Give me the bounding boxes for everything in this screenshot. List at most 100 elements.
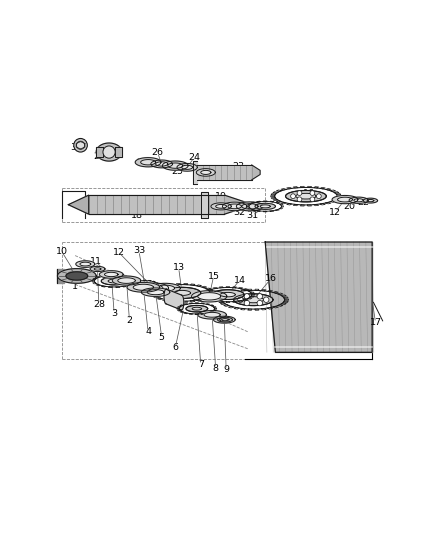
Text: 1: 1 xyxy=(72,282,78,292)
Polygon shape xyxy=(338,197,353,202)
Polygon shape xyxy=(332,196,358,204)
Circle shape xyxy=(291,194,295,199)
Polygon shape xyxy=(198,293,221,300)
Circle shape xyxy=(77,141,85,149)
Circle shape xyxy=(264,297,269,302)
Text: 32: 32 xyxy=(233,208,245,216)
Polygon shape xyxy=(201,171,211,174)
Polygon shape xyxy=(150,283,180,293)
Text: 9: 9 xyxy=(223,366,229,375)
Text: 17: 17 xyxy=(370,318,381,327)
Polygon shape xyxy=(223,202,247,211)
Polygon shape xyxy=(147,289,164,295)
Polygon shape xyxy=(243,297,264,303)
Polygon shape xyxy=(164,289,166,304)
Polygon shape xyxy=(96,147,103,157)
Polygon shape xyxy=(204,312,220,317)
Text: 26: 26 xyxy=(152,148,164,157)
Polygon shape xyxy=(182,165,193,169)
Polygon shape xyxy=(166,289,181,310)
Polygon shape xyxy=(186,305,208,312)
Polygon shape xyxy=(141,159,155,165)
Polygon shape xyxy=(127,282,159,292)
Circle shape xyxy=(310,191,315,196)
Text: 7: 7 xyxy=(198,360,204,369)
Text: 20: 20 xyxy=(344,201,356,211)
Polygon shape xyxy=(219,318,229,321)
Polygon shape xyxy=(168,163,183,168)
Polygon shape xyxy=(57,269,96,284)
Text: 18: 18 xyxy=(131,211,143,220)
Polygon shape xyxy=(233,294,273,305)
Polygon shape xyxy=(255,203,276,209)
Text: 22: 22 xyxy=(357,198,369,207)
Text: 4: 4 xyxy=(145,327,151,336)
Polygon shape xyxy=(135,158,161,167)
Polygon shape xyxy=(211,203,231,210)
Polygon shape xyxy=(213,316,235,323)
Polygon shape xyxy=(218,317,233,322)
Text: 23: 23 xyxy=(233,162,245,171)
Polygon shape xyxy=(349,197,368,204)
Polygon shape xyxy=(76,261,95,268)
Text: 28: 28 xyxy=(93,300,105,309)
Circle shape xyxy=(244,301,250,306)
Polygon shape xyxy=(215,205,226,208)
Polygon shape xyxy=(201,192,208,217)
Text: 21: 21 xyxy=(219,204,232,213)
Text: 8: 8 xyxy=(213,364,219,373)
Polygon shape xyxy=(222,319,228,321)
Text: 12: 12 xyxy=(113,248,125,257)
Polygon shape xyxy=(367,199,374,202)
Polygon shape xyxy=(138,283,169,293)
Polygon shape xyxy=(224,195,255,214)
Text: 19: 19 xyxy=(215,192,227,201)
Polygon shape xyxy=(90,266,105,272)
Polygon shape xyxy=(57,269,64,284)
Polygon shape xyxy=(88,195,224,214)
Text: 14: 14 xyxy=(234,276,246,285)
Text: 13: 13 xyxy=(173,263,185,272)
Polygon shape xyxy=(108,279,120,283)
Polygon shape xyxy=(197,165,251,180)
Text: 5: 5 xyxy=(159,333,165,342)
Polygon shape xyxy=(191,290,227,302)
Polygon shape xyxy=(66,272,88,280)
Polygon shape xyxy=(133,284,154,290)
Text: 10: 10 xyxy=(56,247,67,256)
Text: 6: 6 xyxy=(172,343,178,352)
Polygon shape xyxy=(94,268,101,270)
Polygon shape xyxy=(96,143,122,161)
Text: 24: 24 xyxy=(188,154,200,163)
Polygon shape xyxy=(220,293,235,297)
Polygon shape xyxy=(193,161,197,184)
Polygon shape xyxy=(363,198,378,203)
Circle shape xyxy=(297,191,302,196)
Polygon shape xyxy=(260,205,270,208)
Text: 30: 30 xyxy=(70,143,82,152)
Polygon shape xyxy=(118,278,135,284)
Polygon shape xyxy=(242,204,258,209)
Text: 2: 2 xyxy=(127,316,132,325)
Circle shape xyxy=(244,294,250,299)
Circle shape xyxy=(74,139,87,152)
Polygon shape xyxy=(296,193,316,199)
Polygon shape xyxy=(265,242,372,352)
Polygon shape xyxy=(112,276,141,285)
Text: 31: 31 xyxy=(246,211,258,220)
Polygon shape xyxy=(251,165,260,180)
Polygon shape xyxy=(237,202,264,211)
Polygon shape xyxy=(354,199,363,202)
Polygon shape xyxy=(151,160,173,168)
Polygon shape xyxy=(173,290,191,295)
Polygon shape xyxy=(181,295,184,310)
Text: 33: 33 xyxy=(133,246,145,255)
Polygon shape xyxy=(101,277,127,285)
Polygon shape xyxy=(286,190,326,202)
Polygon shape xyxy=(228,204,241,209)
Circle shape xyxy=(310,197,315,201)
Polygon shape xyxy=(162,161,188,170)
Circle shape xyxy=(238,297,243,302)
Polygon shape xyxy=(177,164,197,171)
Circle shape xyxy=(257,294,262,299)
